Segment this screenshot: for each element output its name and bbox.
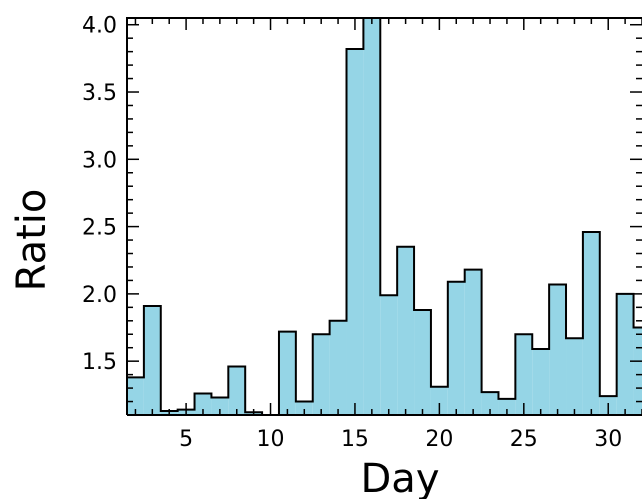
- x-tick-label-20: 20: [425, 427, 453, 452]
- bar-day-17: [380, 295, 398, 415]
- bar-day-6: [194, 393, 212, 415]
- bar-day-13: [312, 334, 330, 415]
- bars: [127, 18, 642, 415]
- bar-day-3: [143, 305, 161, 415]
- y-tick-label-4: 4.0: [82, 14, 117, 39]
- bar-day-32: [633, 327, 642, 415]
- x-tick-label-25: 25: [510, 427, 538, 452]
- x-tick-label-5: 5: [179, 427, 193, 452]
- y-tick-label-1.5: 1.5: [82, 350, 117, 375]
- x-tick-label-10: 10: [257, 427, 285, 452]
- bar-day-25: [515, 334, 533, 415]
- y-tick-label-2: 2.0: [82, 283, 117, 308]
- plot-area: [126, 17, 642, 416]
- bar-day-2: [127, 377, 144, 415]
- bar-day-16: [363, 18, 381, 415]
- bar-day-31: [616, 293, 634, 415]
- bar-day-12: [295, 401, 313, 415]
- bar-day-22: [464, 269, 482, 415]
- bar-day-29: [582, 231, 600, 415]
- bar-day-7: [211, 397, 229, 415]
- bar-day-14: [329, 320, 347, 415]
- bar-day-11: [278, 331, 296, 415]
- step-outline: [127, 18, 642, 415]
- bar-day-20: [430, 386, 448, 415]
- bar-day-26: [532, 349, 550, 415]
- bar-day-28: [566, 338, 583, 415]
- bar-day-19: [414, 310, 431, 415]
- x-tick-label-30: 30: [594, 427, 622, 452]
- bar-day-21: [447, 281, 465, 415]
- x-axis: 5 10 15 20 25 30: [134, 18, 642, 452]
- y-tick-label-3: 3.0: [82, 148, 117, 173]
- bar-day-27: [549, 284, 567, 415]
- y-tick-label-2.5: 2.5: [82, 216, 117, 241]
- x-axis-title: Day: [361, 456, 440, 499]
- y-axis: 1.5 2.0 2.5 3.0 3.5 4.0: [82, 14, 642, 403]
- y-axis-title: Ratio: [9, 189, 55, 292]
- bar-day-24: [498, 398, 516, 415]
- plot-frame: [126, 17, 642, 415]
- bar-day-8: [228, 366, 246, 415]
- bar-day-15: [346, 48, 364, 415]
- y-tick-label-3.5: 3.5: [82, 81, 117, 106]
- x-tick-label-15: 15: [341, 427, 369, 452]
- bar-day-18: [397, 246, 415, 415]
- bar-day-23: [481, 392, 499, 415]
